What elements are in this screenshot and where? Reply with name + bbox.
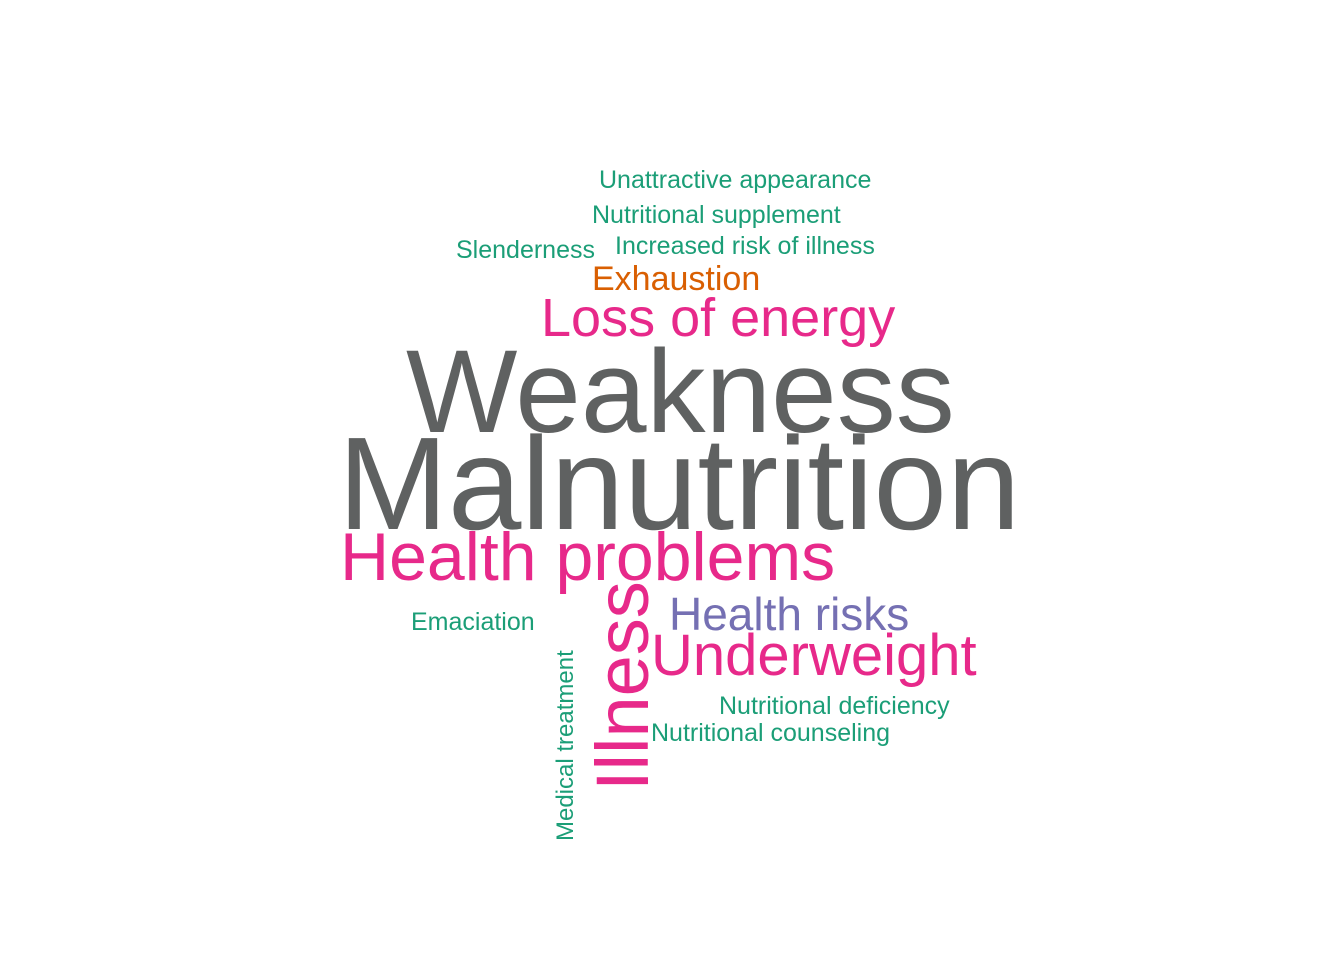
word-health-problems: Health problems bbox=[340, 519, 836, 595]
word-unattractive-appearance: Unattractive appearance bbox=[599, 166, 872, 194]
word-exhaustion: Exhaustion bbox=[592, 260, 761, 298]
word-increased-risk-of-illness: Increased risk of illness bbox=[615, 232, 875, 260]
word-nutritional-supplement: Nutritional supplement bbox=[592, 201, 841, 229]
word-underweight: Underweight bbox=[651, 623, 977, 688]
word-illness: Illness bbox=[581, 581, 664, 791]
word-loss-of-energy: Loss of energy bbox=[541, 288, 896, 348]
word-slenderness: Slenderness bbox=[456, 236, 595, 264]
word-emaciation: Emaciation bbox=[411, 608, 535, 636]
word-medical-treatment: Medical treatment bbox=[552, 650, 579, 841]
word-malnutrition: Malnutrition bbox=[338, 410, 1021, 557]
word-nutritional-counseling: Nutritional counseling bbox=[651, 719, 891, 747]
word-health-risks: Health risks bbox=[669, 588, 910, 640]
word-nutritional-deficiency: Nutritional deficiency bbox=[719, 692, 950, 720]
word-weakness: Weakness bbox=[406, 326, 955, 458]
